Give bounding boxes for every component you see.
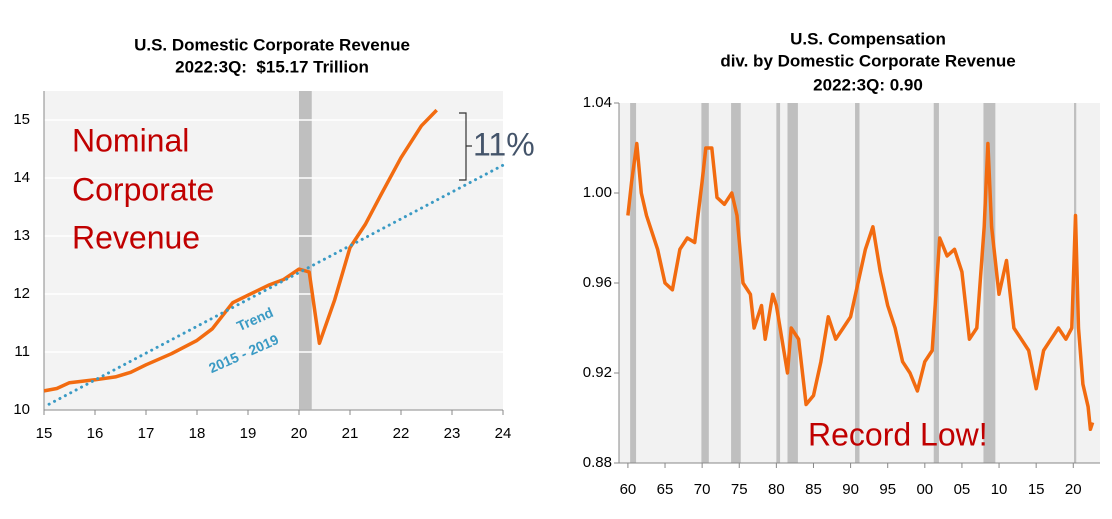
- x-tick-label: 95: [879, 481, 896, 498]
- y-tick-label: 0.96: [583, 274, 612, 291]
- right-chart: U.S. Compensation div. by Domestic Corpor…: [583, 29, 1100, 498]
- x-tick-label: 18: [189, 425, 206, 442]
- x-tick-label: 21: [342, 425, 359, 442]
- recession-band: [776, 103, 781, 463]
- recession-band: [731, 103, 741, 463]
- x-tick-label: 00: [916, 481, 933, 498]
- y-tick-label: 0.92: [583, 364, 612, 381]
- series-line: [626, 141, 1095, 432]
- series-line: [47, 163, 505, 406]
- x-tick-label: 20: [291, 425, 308, 442]
- x-tick-label: 75: [731, 481, 748, 498]
- x-tick-label: 24: [495, 425, 512, 442]
- y-tick-label: 1.00: [583, 184, 612, 201]
- annotation: Revenue: [72, 219, 200, 255]
- x-tick-label: 60: [620, 481, 637, 498]
- x-tick-label: 19: [240, 425, 257, 442]
- x-tick-label: 17: [138, 425, 155, 442]
- x-tick-label: 80: [768, 481, 785, 498]
- series-line: [43, 108, 438, 393]
- recession-band: [983, 103, 996, 463]
- x-tick-label: 23: [444, 425, 461, 442]
- x-tick-label: 10: [991, 481, 1008, 498]
- x-tick-label: 90: [842, 481, 859, 498]
- y-tick-label: 14: [13, 169, 30, 186]
- recession-band: [787, 103, 798, 463]
- x-tick-label: 05: [954, 481, 971, 498]
- chart-title: U.S. Compensation: [790, 29, 946, 48]
- y-tick-label: 15: [13, 111, 30, 128]
- chart-title: 2022:3Q: $15.17 Trillion: [175, 57, 369, 76]
- recession-band: [701, 103, 709, 463]
- chart-title: div. by Domestic Corporate Revenue: [720, 51, 1015, 70]
- x-tick-label: 70: [694, 481, 711, 498]
- annotation: Record Low!: [808, 416, 988, 452]
- x-tick-label: 16: [87, 425, 104, 442]
- y-tick-label: 1.04: [583, 94, 612, 111]
- x-tick-label: 20: [1065, 481, 1082, 498]
- x-tick-label: 15: [1028, 481, 1045, 498]
- chart-title: 2022:3Q: 0.90: [813, 75, 923, 94]
- y-tick-label: 11: [14, 343, 30, 360]
- bracket: [459, 112, 472, 181]
- recession-band: [299, 91, 312, 410]
- plot-background: [44, 91, 503, 410]
- chart-title: U.S. Domestic Corporate Revenue: [134, 35, 410, 54]
- x-tick-label: 85: [805, 481, 822, 498]
- y-tick-label: 12: [13, 285, 30, 302]
- recession-band: [630, 103, 637, 463]
- x-tick-label: 65: [657, 481, 674, 498]
- x-tick-label: 15: [36, 425, 53, 442]
- y-tick-label: 13: [13, 227, 30, 244]
- annotation: 11%: [473, 126, 535, 162]
- y-tick-label: 10: [13, 401, 30, 418]
- y-tick-label: 0.88: [583, 454, 612, 471]
- recession-band: [1074, 103, 1077, 463]
- annotation: Nominal: [72, 122, 189, 158]
- annotation: Corporate: [72, 171, 214, 207]
- left-chart: U.S. Domestic Corporate Revenue 2022:3Q: …: [13, 35, 511, 441]
- x-tick-label: 22: [393, 425, 410, 442]
